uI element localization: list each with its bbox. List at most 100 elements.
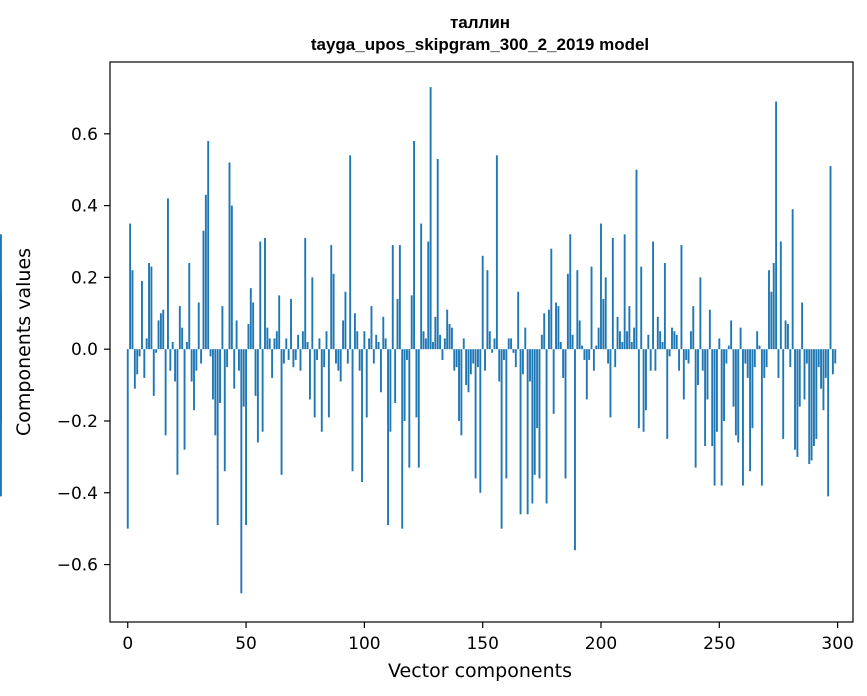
bar-29 [195,349,198,371]
bar-120 [410,295,413,350]
bar-85 [327,349,330,418]
bar-133 [441,349,444,360]
bar-172 [533,349,536,475]
bar-176 [543,313,546,350]
bar-47 [238,349,240,371]
bar-73 [299,349,302,371]
bar-273 [772,263,775,350]
bar-8 [145,338,148,350]
bar-17 [167,198,169,350]
bar-203 [607,349,610,364]
bar-247 [711,349,714,447]
bar-124 [420,223,423,350]
bar-197 [592,349,595,371]
bar-224 [656,316,659,350]
bar-248 [713,349,716,486]
bar-67 [285,338,288,350]
bar-185 [564,349,567,479]
bar-111 [389,349,392,432]
bar-84 [325,331,328,350]
bar-263 [749,349,752,472]
bar-182 [557,306,560,350]
bar-236 [685,349,688,360]
bar-220 [647,334,650,350]
y-tick-label: −0.2 [57,412,98,432]
bar-178 [547,309,550,350]
bar-291 [815,349,818,439]
bar-109 [384,338,387,350]
x-tick-label: 150 [466,634,498,654]
bar-146 [472,349,475,364]
bar-36 [211,349,214,400]
bar-135 [446,309,449,350]
x-axis-ticks: 0 50 100 150 200 250 300 [122,622,854,654]
bar-69 [290,298,292,350]
bar-218 [642,349,645,432]
bar-272 [770,291,773,350]
bar-239 [692,306,695,350]
bar-0 [126,349,129,529]
bar-104 [372,349,375,364]
bar-233 [678,349,681,371]
bar-129 [432,342,434,350]
bar-167 [521,349,524,375]
bar-277 [782,349,785,439]
bar-22 [178,306,181,350]
y-tick-label: 0.2 [71,268,98,288]
bar-230 [671,327,673,350]
bar-205 [611,237,614,350]
bar-40 [221,306,224,350]
bar-18 [169,349,172,371]
bar-246 [708,309,711,350]
bar-3 [133,349,136,389]
bar-157 [498,349,501,382]
bar-131 [436,158,439,350]
bar-10 [150,266,153,350]
bar-87 [332,273,335,350]
bar-145 [469,349,472,375]
bar-244 [704,349,707,447]
bar-76 [306,342,309,350]
bar-43 [228,162,231,350]
bar-270 [765,349,768,368]
y-tick-label: 0.4 [71,197,98,217]
bar-115 [398,245,401,350]
bar-252 [723,349,725,421]
bar-171 [531,349,534,504]
bar-98 [358,349,361,371]
bar-101 [365,349,368,418]
bar-158 [500,349,503,529]
bar-16 [164,349,167,436]
bar-238 [689,331,692,350]
bar-1 [129,223,132,350]
bar-undefined [0,291,2,350]
bar-140 [458,349,460,421]
bar-147 [474,349,477,479]
bar-142 [462,338,465,350]
bar-221 [649,349,652,371]
bar-183 [559,342,562,350]
bar-166 [519,349,522,515]
bar-222 [652,241,654,350]
bar-132 [439,334,442,350]
bar-155 [493,338,496,350]
bar-53 [252,302,255,350]
bar-49 [242,349,245,407]
bar-13 [157,320,160,350]
bar-279 [786,324,789,350]
bar-275 [777,349,780,378]
bar-55 [256,349,259,443]
bar-207 [616,316,619,350]
bar-94 [349,155,352,350]
bar-72 [297,334,300,350]
bar-56 [259,241,262,350]
bar-107 [379,349,382,393]
bar-199 [597,327,600,350]
plot-frame [109,61,854,623]
bar-108 [382,316,385,350]
bar-201 [602,298,605,350]
bar-undefined [0,349,2,497]
bar-212 [628,306,631,350]
bar-122 [415,349,418,418]
bar-130 [434,316,437,350]
